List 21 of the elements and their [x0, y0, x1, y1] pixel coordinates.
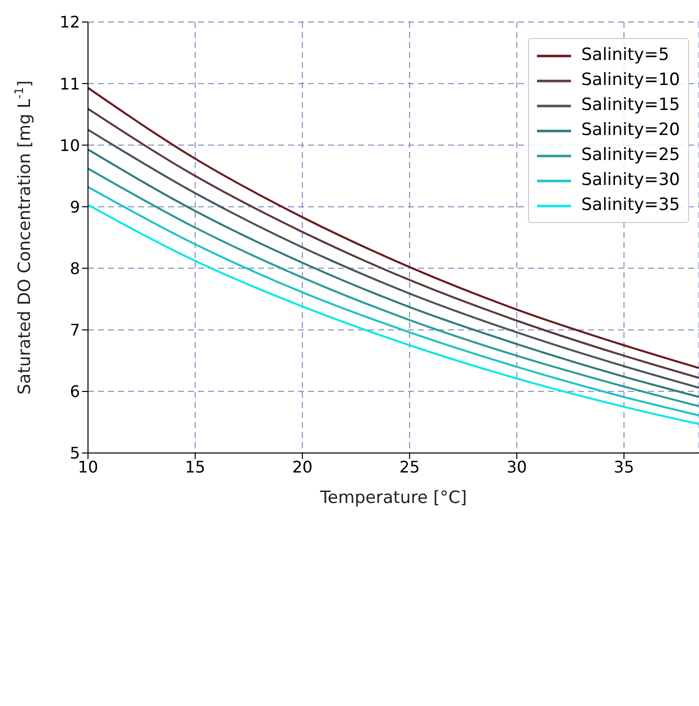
- legend-label: Salinity=15: [581, 94, 680, 117]
- legend-label: Salinity=10: [581, 69, 680, 92]
- y-tick-label: 11: [60, 74, 80, 94]
- legend-label: Salinity=20: [581, 119, 680, 142]
- x-tick-label: 25: [399, 457, 420, 476]
- y-tick-label: 5: [70, 444, 80, 463]
- x-tick-label: 30: [506, 457, 527, 476]
- x-tick-label: 15: [185, 457, 206, 476]
- x-tick-label: 20: [292, 457, 313, 476]
- y-tick-label: 7: [70, 320, 80, 340]
- y-tick-label: 10: [60, 136, 80, 155]
- y-tick-label: 8: [70, 258, 80, 278]
- legend-label: Salinity=35: [581, 194, 680, 217]
- x-tick-label: 35: [614, 457, 634, 476]
- y-tick-label: 6: [70, 382, 80, 402]
- x-axis-title: Temperature [°C]: [319, 488, 467, 508]
- legend-label: Salinity=25: [581, 144, 680, 167]
- legend-label: Salinity=30: [581, 169, 680, 192]
- y-tick-label: 9: [70, 197, 80, 216]
- legend-label: Salinity=5: [581, 44, 670, 67]
- y-tick-label: 12: [60, 12, 80, 32]
